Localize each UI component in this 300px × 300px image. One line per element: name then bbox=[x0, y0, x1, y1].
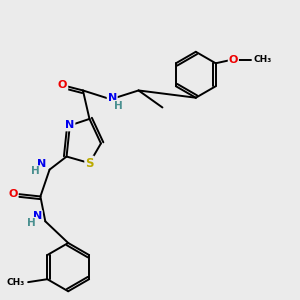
Text: S: S bbox=[85, 157, 94, 169]
Text: N: N bbox=[65, 121, 74, 130]
Text: H: H bbox=[27, 218, 36, 228]
Text: N: N bbox=[37, 159, 46, 169]
Text: H: H bbox=[114, 101, 122, 111]
Text: CH₃: CH₃ bbox=[254, 55, 272, 64]
Text: N: N bbox=[108, 93, 117, 103]
Text: O: O bbox=[229, 55, 238, 65]
Text: CH₃: CH₃ bbox=[7, 278, 25, 286]
Text: O: O bbox=[58, 80, 67, 90]
Text: H: H bbox=[32, 166, 40, 176]
Text: N: N bbox=[32, 211, 42, 221]
Text: O: O bbox=[8, 189, 18, 199]
